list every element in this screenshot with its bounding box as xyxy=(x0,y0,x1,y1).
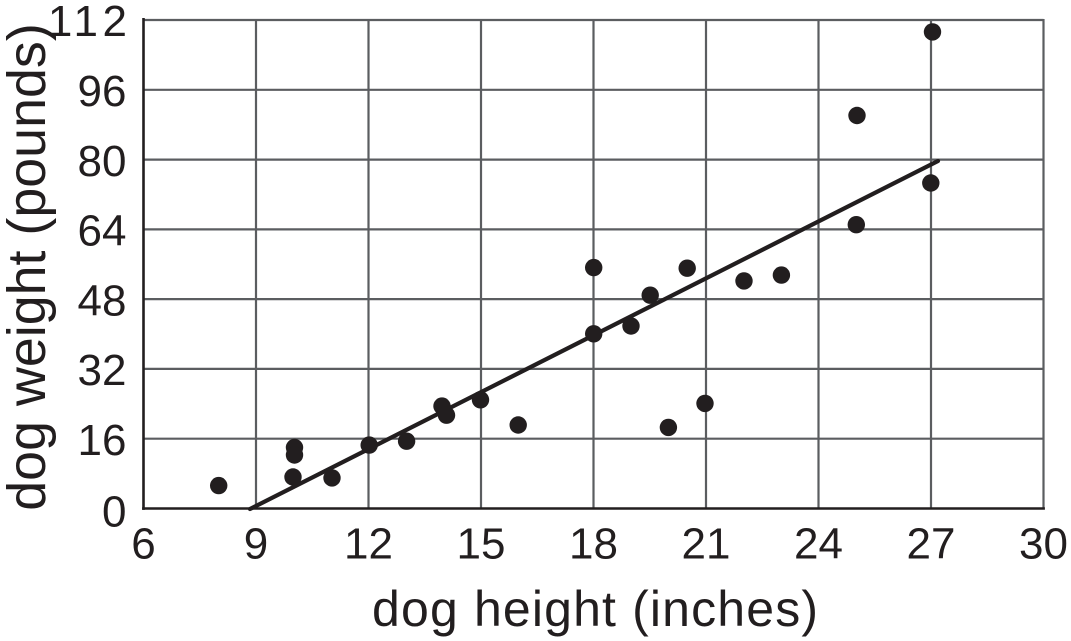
svg-text:32: 32 xyxy=(78,346,127,395)
svg-text:dog weight (pounds): dog weight (pounds) xyxy=(0,23,57,510)
svg-text:64: 64 xyxy=(78,207,127,256)
svg-text:27: 27 xyxy=(907,520,956,569)
svg-text:15: 15 xyxy=(457,520,506,569)
svg-text:96: 96 xyxy=(78,67,127,116)
svg-text:80: 80 xyxy=(78,137,127,186)
svg-text:21: 21 xyxy=(682,520,731,569)
svg-text:12: 12 xyxy=(344,520,393,569)
svg-text:48: 48 xyxy=(78,276,127,325)
svg-text:0: 0 xyxy=(102,488,126,537)
svg-text:6: 6 xyxy=(131,520,155,569)
svg-text:24: 24 xyxy=(794,520,843,569)
svg-text:16: 16 xyxy=(78,416,127,465)
svg-text:112: 112 xyxy=(48,0,132,46)
svg-text:30: 30 xyxy=(1019,520,1068,569)
svg-text:18: 18 xyxy=(569,520,618,569)
svg-text:dog height (inches): dog height (inches) xyxy=(372,581,819,637)
svg-text:9: 9 xyxy=(244,520,268,569)
